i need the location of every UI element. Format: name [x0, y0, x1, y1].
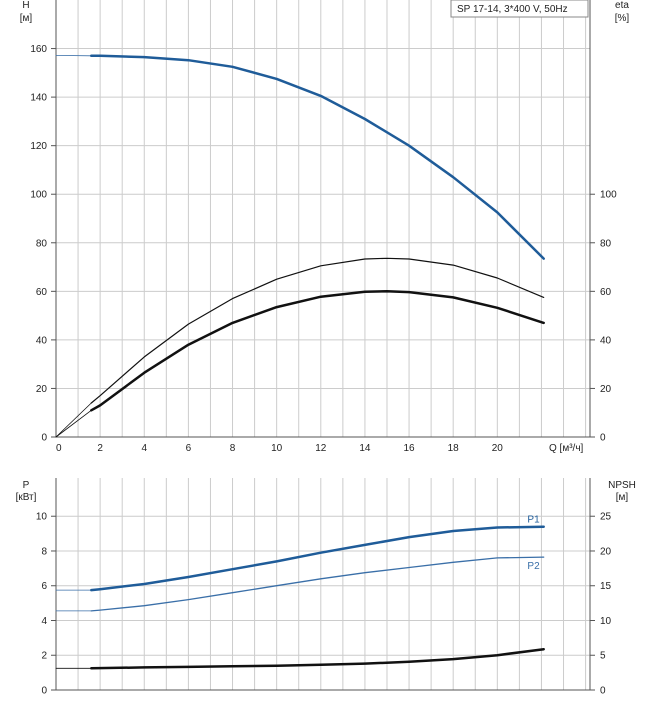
- upper-left-axis-unit: [м]: [20, 13, 33, 24]
- series-NPSH: [91, 649, 543, 668]
- lower-left-axis-title: P: [23, 480, 30, 491]
- x-tick-label: 14: [359, 443, 371, 454]
- lower-right-tick-label: 10: [600, 616, 612, 627]
- legend-box-text: SP 17-14, 3*400 V, 50Hz: [457, 4, 568, 15]
- lower-left-tick-label: 10: [36, 512, 48, 523]
- upper-right-tick-label: 60: [600, 287, 612, 298]
- upper-left-tick-label: 20: [36, 384, 48, 395]
- upper-left-tick-label: 160: [30, 44, 47, 55]
- lower-left-tick-label: 0: [41, 686, 47, 697]
- series-eta_thin_upper: [91, 258, 543, 403]
- lower-left-axis-unit: [кВт]: [16, 492, 37, 503]
- upper-left-tick-label: 0: [41, 433, 47, 444]
- upper-right-tick-label: 20: [600, 384, 612, 395]
- upper-right-tick-label: 0: [600, 433, 606, 444]
- upper-left-tick-label: 100: [30, 190, 47, 201]
- series-P2: [91, 557, 543, 611]
- upper-left-tick-label: 60: [36, 287, 48, 298]
- series-eta_origin_thin2: [56, 410, 91, 437]
- lower-right-axis-unit: [м]: [616, 492, 629, 503]
- lower-left-tick-label: 4: [41, 616, 47, 627]
- upper-right-tick-label: 80: [600, 238, 612, 249]
- x-tick-label: 0: [56, 443, 62, 454]
- series-label-P1: P1: [527, 515, 540, 526]
- upper-left-tick-label: 140: [30, 93, 47, 104]
- lower-left-tick-label: 8: [41, 546, 47, 557]
- lower-right-tick-label: 25: [600, 512, 612, 523]
- series-P1: [91, 527, 543, 590]
- lower-left-tick-label: 6: [41, 581, 47, 592]
- x-tick-label: 8: [230, 443, 236, 454]
- lower-right-tick-label: 15: [600, 581, 612, 592]
- x-tick-label: 6: [186, 443, 192, 454]
- x-tick-label: 18: [448, 443, 460, 454]
- series-H: [91, 56, 543, 259]
- series-eta_thick_lower: [91, 291, 543, 410]
- series-label-P2: P2: [527, 561, 540, 572]
- upper-left-tick-label: 120: [30, 141, 47, 152]
- x-axis-title: Q [м³/ч]: [549, 443, 584, 454]
- x-tick-label: 10: [271, 443, 283, 454]
- x-tick-label: 16: [403, 443, 415, 454]
- upper-right-tick-label: 40: [600, 335, 612, 346]
- upper-right-axis-unit: [%]: [615, 13, 630, 24]
- upper-left-axis-title: H: [22, 0, 29, 11]
- upper-left-tick-label: 80: [36, 238, 48, 249]
- x-tick-label: 12: [315, 443, 327, 454]
- upper-right-tick-label: 100: [600, 190, 617, 201]
- lower-right-axis-title: NPSH: [608, 480, 636, 491]
- series-eta_origin_thin: [56, 403, 91, 437]
- x-tick-label: 20: [492, 443, 504, 454]
- upper-left-tick-label: 40: [36, 335, 48, 346]
- x-tick-label: 4: [141, 443, 147, 454]
- upper-right-axis-title: eta: [615, 0, 629, 11]
- lower-right-tick-label: 20: [600, 546, 612, 557]
- lower-right-tick-label: 5: [600, 651, 606, 662]
- x-tick-label: 2: [97, 443, 103, 454]
- lower-right-tick-label: 0: [600, 686, 606, 697]
- lower-left-tick-label: 2: [41, 651, 47, 662]
